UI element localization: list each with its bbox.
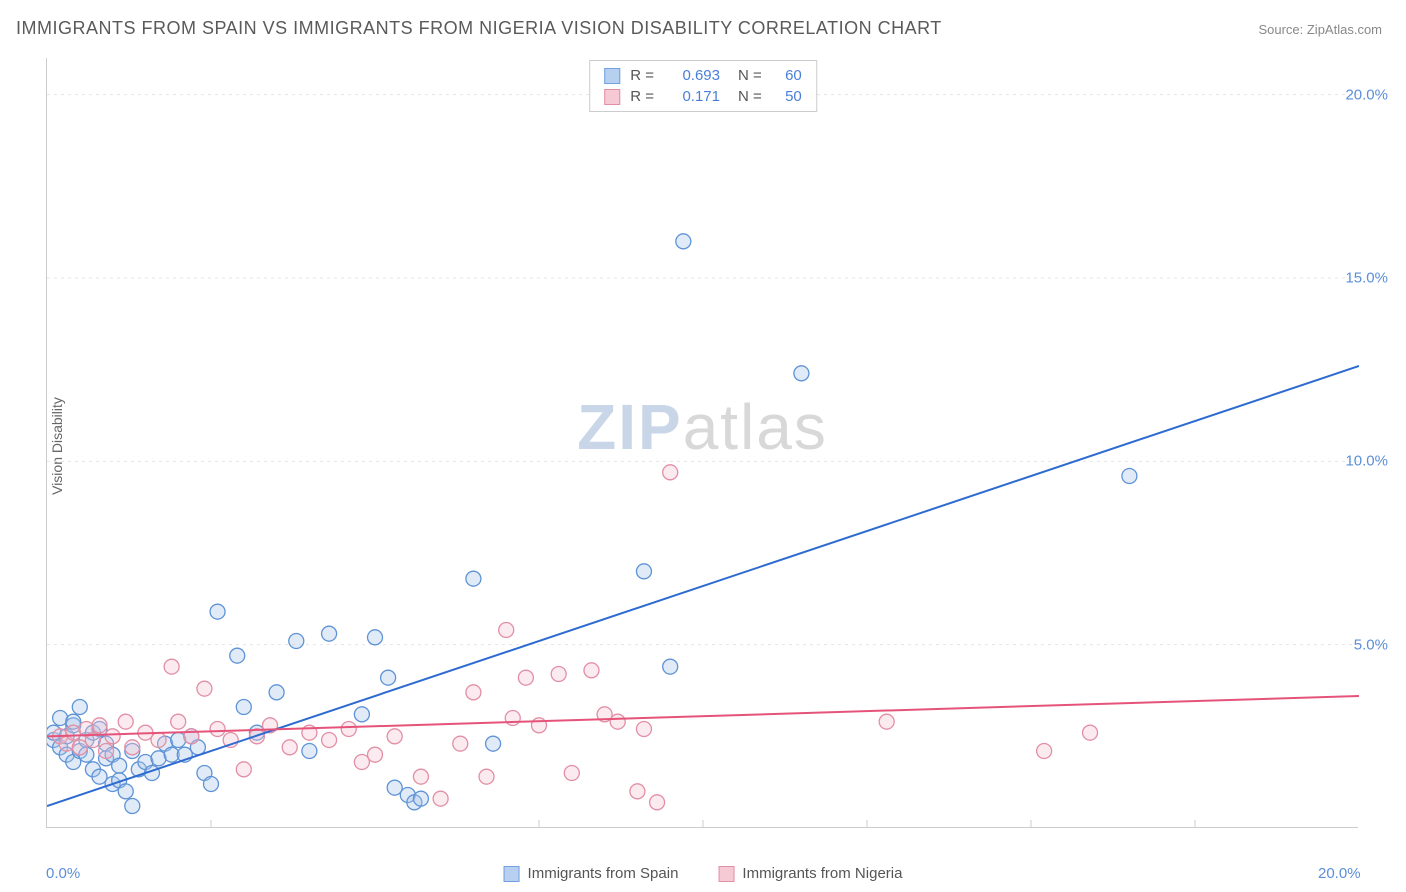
- y-tick-label: 15.0%: [1345, 270, 1388, 287]
- legend-stats-row-nigeria: R = 0.171 N = 50: [590, 86, 816, 107]
- x-tick-label: 20.0%: [1318, 865, 1361, 882]
- legend-stats-row-spain: R = 0.693 N = 60: [590, 65, 816, 86]
- legend-series: Immigrants from Spain Immigrants from Ni…: [504, 865, 903, 882]
- legend-item-nigeria: Immigrants from Nigeria: [718, 865, 902, 882]
- chart-title: IMMIGRANTS FROM SPAIN VS IMMIGRANTS FROM…: [16, 18, 942, 39]
- legend-swatch-nigeria: [604, 89, 620, 105]
- legend-swatch-spain: [604, 68, 620, 84]
- y-tick-label: 20.0%: [1345, 86, 1388, 103]
- source-attribution: Source: ZipAtlas.com: [1258, 22, 1382, 37]
- y-tick-label: 10.0%: [1345, 453, 1388, 470]
- plot-area: ZIPatlas: [46, 58, 1358, 828]
- scatter-chart: [47, 58, 1359, 828]
- x-tick-label: 0.0%: [46, 865, 80, 882]
- legend-item-spain: Immigrants from Spain: [504, 865, 679, 882]
- legend-swatch-spain-icon: [504, 866, 520, 882]
- legend-swatch-nigeria-icon: [718, 866, 734, 882]
- y-tick-label: 5.0%: [1354, 636, 1388, 653]
- legend-stats: R = 0.693 N = 60 R = 0.171 N = 50: [589, 60, 817, 112]
